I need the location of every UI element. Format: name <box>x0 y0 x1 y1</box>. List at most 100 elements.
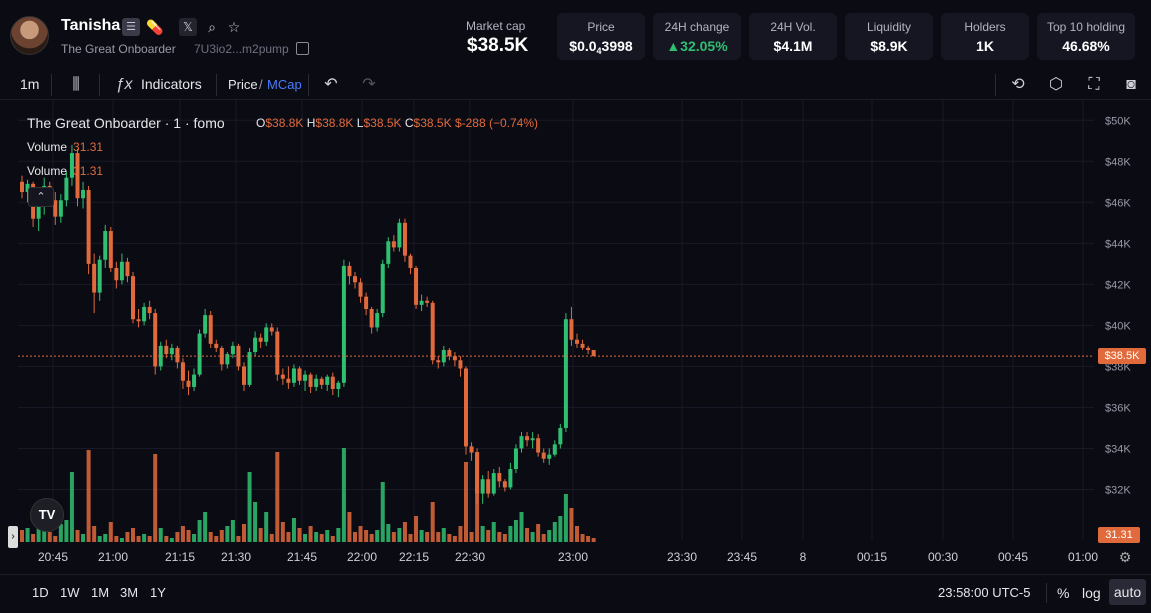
price-toggle[interactable]: Price <box>228 77 258 92</box>
token-name: Tanisha <box>61 17 121 34</box>
candle-type-icon[interactable]: ⫼ <box>72 76 80 93</box>
volume-bar <box>547 530 552 542</box>
volume-bar <box>219 530 224 542</box>
volume-bar <box>508 526 513 542</box>
range-3m[interactable]: 3M <box>120 585 139 600</box>
x-tick-label: 00:45 <box>998 550 1028 564</box>
percent-toggle[interactable]: % <box>1057 585 1070 601</box>
volume-bar <box>447 534 452 542</box>
volume-bar <box>242 524 246 542</box>
stat-24h-volume: 24H Vol. $4.1M <box>749 13 837 60</box>
volume-bar <box>269 534 274 542</box>
price-chart[interactable]: $50K $48K $46K $44K $42K $40K $38K $36K $34K $32K… <box>0 100 1151 570</box>
candle-body <box>142 306 147 322</box>
candle-body <box>286 378 291 383</box>
x-social-icon[interactable]: 𝕏 <box>179 18 197 36</box>
range-1w[interactable]: 1W <box>60 585 80 600</box>
x-tick-label: 21:45 <box>287 550 317 564</box>
axis-settings-icon[interactable]: ⚙ <box>1118 549 1132 565</box>
x-tick-label: 22:30 <box>455 550 485 564</box>
volume-bar <box>31 534 36 542</box>
last-volume-tag: 31.31 <box>1098 527 1140 543</box>
candle-body <box>136 319 141 322</box>
candle-body <box>75 153 80 199</box>
range-1m[interactable]: 1M <box>91 585 110 600</box>
candle-body <box>164 345 169 355</box>
volume-bar <box>86 450 91 542</box>
candle-body <box>586 347 591 350</box>
volume-legend: Volume 31.31 <box>27 140 104 154</box>
divider <box>51 74 52 96</box>
volume-bar <box>480 526 485 542</box>
log-toggle[interactable]: log <box>1082 585 1101 601</box>
candle-body <box>325 376 330 385</box>
copy-icon[interactable] <box>296 42 309 55</box>
collapse-legend-button[interactable]: ⌃ <box>28 187 54 207</box>
undo-icon[interactable]: ↶ <box>324 76 338 93</box>
volume-bar <box>225 526 230 542</box>
token-address[interactable]: 7U3io2...m2pump <box>194 42 289 56</box>
volume-bar <box>536 524 541 542</box>
candle-body <box>391 241 396 248</box>
timezone-clock[interactable]: 23:58:00 UTC-5 <box>938 585 1031 600</box>
x-tick-label: 8 <box>800 550 807 564</box>
candle-body <box>480 479 485 494</box>
volume-bar <box>380 482 385 542</box>
candle-body <box>497 473 502 482</box>
settings-icon[interactable]: ⬡ <box>1049 76 1063 93</box>
x-tick-label: 00:30 <box>928 550 958 564</box>
y-tick-label: $50K <box>1105 115 1131 127</box>
stat-value: 46.68% <box>1062 38 1110 54</box>
search-icon[interactable]: ⌕ <box>208 19 216 35</box>
volume-bar <box>513 520 518 542</box>
candle-body <box>452 356 457 361</box>
tradingview-logo[interactable]: TV <box>30 498 64 532</box>
scroll-left-button[interactable]: › <box>8 526 18 548</box>
volume-bar <box>236 536 241 542</box>
range-1d[interactable]: 1D <box>32 585 49 600</box>
stat-24h-change: 24H change ▲32.05% <box>653 13 741 60</box>
volume-bar <box>275 452 280 542</box>
volume-bar <box>419 530 424 542</box>
volume-bar <box>369 534 374 542</box>
volume-bar <box>136 536 141 542</box>
candle-body <box>169 347 174 355</box>
camera-icon[interactable]: ◙ <box>1126 76 1136 93</box>
volume-bar <box>375 530 380 542</box>
volume-bar <box>414 516 419 542</box>
star-icon[interactable]: ☆ <box>227 19 241 35</box>
candlestick-chart[interactable]: $50K $48K $46K $44K $42K $40K $38K $36K $34K $32K… <box>0 100 1151 570</box>
candle-body <box>58 200 63 217</box>
candle-body <box>258 337 263 342</box>
indicators-icon[interactable]: ƒx <box>115 76 133 93</box>
list-icon[interactable]: ☰ <box>122 18 140 36</box>
volume-bar <box>147 536 152 542</box>
interval-button[interactable]: 1m <box>20 76 40 92</box>
range-1y[interactable]: 1Y <box>150 585 166 600</box>
candle-body <box>575 339 579 344</box>
stat-value: ▲32.05% <box>666 38 728 54</box>
x-tick-label: 01:00 <box>1068 550 1098 564</box>
mcap-toggle[interactable]: MCap <box>267 77 302 92</box>
volume-bar <box>175 532 180 542</box>
candle-body <box>364 296 369 309</box>
auto-scale-button[interactable]: auto <box>1109 579 1146 605</box>
volume-bar <box>347 512 352 542</box>
volume-bar <box>286 532 291 542</box>
y-tick-label: $32K <box>1105 484 1131 496</box>
stat-liquidity: Liquidity $8.9K <box>845 13 933 60</box>
fullscreen-icon[interactable]: ⛶ <box>1088 76 1100 93</box>
volume-bar <box>297 528 302 542</box>
redo-icon[interactable]: ↷ <box>362 76 376 93</box>
volume-bar <box>180 526 185 542</box>
stat-holders: Holders 1K <box>941 13 1029 60</box>
stat-price: Price $0.043998 <box>557 13 645 60</box>
indicators-button[interactable]: Indicators <box>141 76 202 92</box>
candle-body <box>119 261 124 281</box>
candle-body <box>414 267 419 305</box>
candle-body <box>214 343 219 348</box>
replay-icon[interactable]: ⟲ <box>1011 76 1025 93</box>
volume-bar <box>541 534 546 542</box>
avatar[interactable] <box>10 16 49 55</box>
candle-body <box>375 313 380 328</box>
